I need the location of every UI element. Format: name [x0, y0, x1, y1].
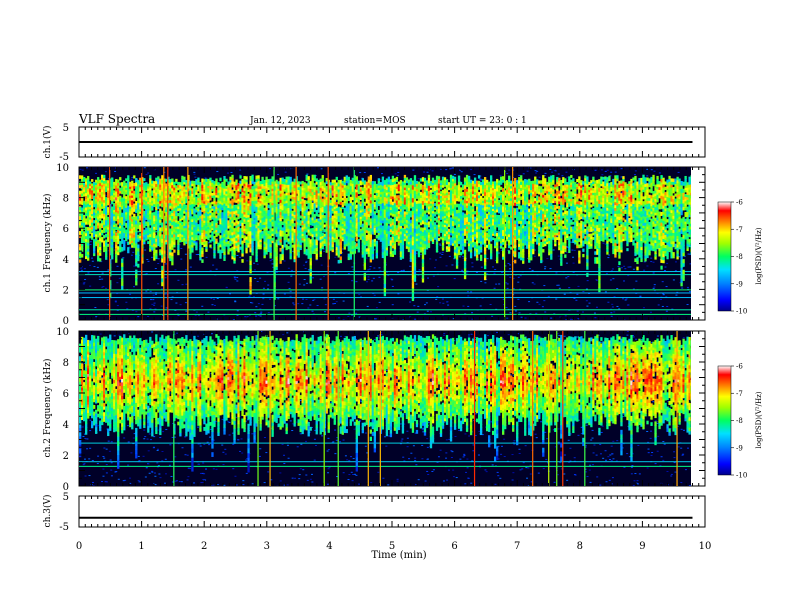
ch1-wave-ylabel: ch.1(V) — [42, 126, 53, 159]
freq-tick-label: 2 — [63, 285, 69, 296]
freq-tick-label: 0 — [63, 316, 69, 327]
ch3-wave-ylabel: ch.3(V) — [42, 495, 53, 528]
time-xlabel: Time (min) — [371, 550, 426, 561]
freq-tick-label: 2 — [63, 451, 69, 462]
axis-tick-marks — [78, 127, 706, 527]
time-tick-label: 6 — [451, 541, 457, 552]
ch1-wave-ytick-bottom: -5 — [59, 152, 69, 163]
freq-tick-label: 4 — [63, 255, 69, 266]
time-tick-label: 3 — [264, 541, 270, 552]
time-tick-label: 5 — [389, 541, 395, 552]
time-tick-label: 4 — [326, 541, 332, 552]
ch2-colorbar-label: log(PSD)(V²/Hz) — [755, 391, 763, 448]
ch2-colorbar: -6 -7 -8 -9 -10 log(PSD)(V²/Hz) — [717, 363, 763, 480]
freq-tick-label: 6 — [63, 389, 69, 400]
ch2-freq-ytick-labels: 0 2 4 6 8 10 — [56, 327, 69, 493]
ch1-colorbar: -6 -7 -8 -9 -10 log(PSD)(V²/Hz) — [717, 199, 763, 316]
freq-tick-label: 10 — [56, 163, 69, 174]
ch3-wave-ytick-top: 5 — [63, 492, 69, 503]
start-time-label: start UT = 23: 0 : 1 — [438, 116, 527, 126]
ch1-colorbar-label: log(PSD)(V²/Hz) — [755, 227, 763, 284]
freq-tick-label: 8 — [63, 194, 69, 205]
colorbar-tick-label: -8 — [736, 417, 743, 425]
ch2-spectrogram-image — [79, 331, 691, 486]
ch1-spectrogram-image — [79, 167, 691, 320]
time-tick-label: 8 — [577, 541, 583, 552]
colorbar-tick-label: -8 — [736, 253, 743, 261]
ch1-wave-ytick-top: 5 — [63, 123, 69, 134]
freq-tick-label: 6 — [63, 224, 69, 235]
time-tick-label: 0 — [76, 541, 82, 552]
freq-tick-label: 0 — [63, 482, 69, 493]
freq-tick-label: 10 — [56, 327, 69, 338]
figure-title: VLF Spectra — [78, 112, 155, 126]
ch1-freq-ylabel: ch.1 Frequency (kHz) — [42, 194, 53, 293]
colorbar-tick-label: -9 — [736, 280, 743, 288]
colorbar-tick-label: -10 — [736, 472, 747, 480]
time-tick-label: 10 — [699, 541, 712, 552]
station-label: station=MOS — [344, 116, 406, 126]
time-tick-label: 2 — [201, 541, 207, 552]
colorbar-tick-label: -6 — [736, 199, 743, 207]
time-tick-label: 1 — [138, 541, 144, 552]
colorbar-tick-label: -9 — [736, 444, 743, 452]
colorbar-tick-label: -7 — [736, 390, 743, 398]
ch3-wave-ytick-bottom: -5 — [59, 522, 69, 533]
colorbar-tick-label: -7 — [736, 226, 743, 234]
date-label: Jan. 12, 2023 — [249, 116, 311, 126]
ch2-freq-ylabel: ch.2 Frequency (kHz) — [42, 359, 53, 458]
ch1-freq-ytick-labels: 0 2 4 6 8 10 — [56, 163, 69, 327]
time-tick-label: 7 — [514, 541, 520, 552]
freq-tick-label: 4 — [63, 420, 69, 431]
colorbar-tick-label: -10 — [736, 308, 747, 316]
freq-tick-label: 8 — [63, 358, 69, 369]
time-xtick-labels: 0 1 2 3 4 5 6 7 8 9 10 — [76, 541, 712, 552]
time-tick-label: 9 — [639, 541, 645, 552]
colorbar-tick-label: -6 — [736, 363, 743, 371]
